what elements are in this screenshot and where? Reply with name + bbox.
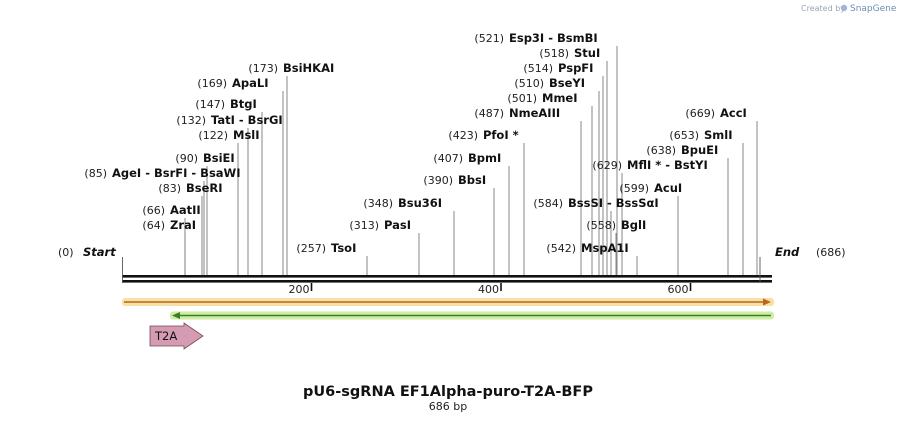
cut-site-position: (90) — [175, 152, 198, 165]
snapgene-logo-icon — [840, 4, 848, 12]
dna-bottom-strand — [122, 280, 772, 283]
map-length: 686 bp — [429, 400, 467, 413]
cut-site-name: AcuI — [654, 181, 682, 195]
cut-site-name: MspA1I — [581, 241, 629, 255]
cut-site-name: BseYI — [549, 76, 585, 90]
cut-site-name: BsiEI — [203, 151, 235, 165]
cut-site-name: PfoI * — [483, 128, 519, 142]
snapgene-brand-text: SnapGene — [850, 4, 897, 14]
cut-site-position: (66) — [142, 204, 165, 217]
cut-site-name: TsoI — [331, 241, 356, 255]
cut-site-name: BsiHKAI — [283, 61, 334, 75]
cut-site-position: (173) — [248, 62, 278, 75]
orf-reverse — [170, 311, 774, 320]
ruler-tick-label: 200 — [289, 283, 310, 296]
cut-site-position: (313) — [349, 219, 379, 232]
cut-site-name: TatI - BsrGI — [211, 113, 283, 127]
cut-site-position: (122) — [198, 129, 228, 142]
cut-site-name: Bsu36I — [398, 196, 442, 210]
cut-site-name: AccI — [720, 106, 747, 120]
cut-site-position: (501) — [507, 92, 537, 105]
cut-site-position: (83) — [158, 182, 181, 195]
ruler-ticks: 200 400 600 — [122, 257, 761, 296]
ruler-tick-label: 600 — [668, 283, 689, 296]
cut-site-position: (348) — [363, 197, 393, 210]
cut-site-name: SmlI — [704, 128, 733, 142]
cut-site-name: BssSI - BssSαI — [568, 196, 659, 210]
cut-site-position: (669) — [685, 107, 715, 120]
cut-site-position: (85) — [84, 167, 107, 180]
cut-site-name: PasI — [384, 218, 411, 232]
cut-site-position: (407) — [433, 152, 463, 165]
cut-site-position: (514) — [523, 62, 553, 75]
start-label: Start — [83, 245, 116, 259]
cut-site-position: (518) — [539, 47, 569, 60]
cut-site-position: (390) — [423, 174, 453, 187]
cut-site-position: (542) — [546, 242, 576, 255]
cut-site-position: (558) — [586, 219, 616, 232]
end-position: (686) — [816, 246, 846, 259]
cut-site-position: (147) — [195, 98, 225, 111]
cut-site-name: BglI — [621, 218, 646, 232]
cut-site-name: MslI — [233, 128, 260, 142]
ruler-tick-label: 400 — [478, 283, 499, 296]
cut-site-name: BpuEI — [681, 143, 718, 157]
feature-t2a: T2A — [149, 322, 204, 350]
end-marker: End (686) — [775, 245, 846, 259]
cut-site-position: (132) — [176, 114, 206, 127]
cut-site-position: (257) — [296, 242, 326, 255]
dna-backbone — [122, 275, 772, 283]
orf-reverse-arrowhead-icon — [172, 312, 180, 319]
cut-site-name: BseRI — [186, 181, 223, 195]
cut-site-name: BpmI — [468, 151, 501, 165]
cut-site-position: (638) — [646, 144, 676, 157]
cut-site-name: BtgI — [230, 97, 257, 111]
cut-site-position: (521) — [474, 32, 504, 45]
cut-site-position: (629) — [592, 159, 622, 172]
cut-site-position: (423) — [448, 129, 478, 142]
start-marker: (0) Start — [58, 245, 116, 259]
dna-top-strand — [122, 275, 772, 278]
cut-site-name: StuI — [574, 46, 600, 60]
cut-site-name: ApaLI — [232, 76, 269, 90]
cut-site-name: BbsI — [458, 173, 486, 187]
orf-forward — [122, 298, 774, 306]
start-position: (0) — [58, 246, 74, 259]
feature-t2a-label: T2A — [154, 329, 177, 343]
orf-forward-arrowhead-icon — [763, 298, 771, 306]
created-by-text: Created by — [801, 4, 845, 13]
cut-site-name: MflI * - BstYI — [627, 158, 708, 172]
cut-site-lines — [184, 46, 758, 276]
cut-site-position: (599) — [619, 182, 649, 195]
cut-site-position: (169) — [197, 77, 227, 90]
cut-site-name: NmeAIII — [509, 106, 560, 120]
cut-site-name: AgeI - BsrFI - BsaWI — [112, 166, 241, 180]
map-title: pU6-sgRNA EF1Alpha-puro-T2A-BFP — [303, 384, 593, 400]
cut-site-name: PspFI — [558, 61, 593, 75]
cut-site-position: (487) — [474, 107, 504, 120]
cut-site-position: (584) — [533, 197, 563, 210]
cut-site-labels: (64) ZraI (66) AatII (83) BseRI (85) AgeI - Bsr… — [84, 31, 746, 255]
feature-t2a-arrow — [149, 322, 204, 350]
cut-site-name: MmeI — [542, 91, 578, 105]
cut-site-position: (64) — [142, 219, 165, 232]
cut-site-position: (510) — [514, 77, 544, 90]
cut-site-name: ZraI — [170, 218, 196, 232]
end-label: End — [775, 245, 800, 259]
cut-site-name: Esp3I - BsmBI — [509, 31, 598, 45]
cut-site-position: (653) — [669, 129, 699, 142]
snapgene-branding: Created by SnapGene — [801, 4, 897, 14]
cut-site-name: AatII — [170, 203, 201, 217]
